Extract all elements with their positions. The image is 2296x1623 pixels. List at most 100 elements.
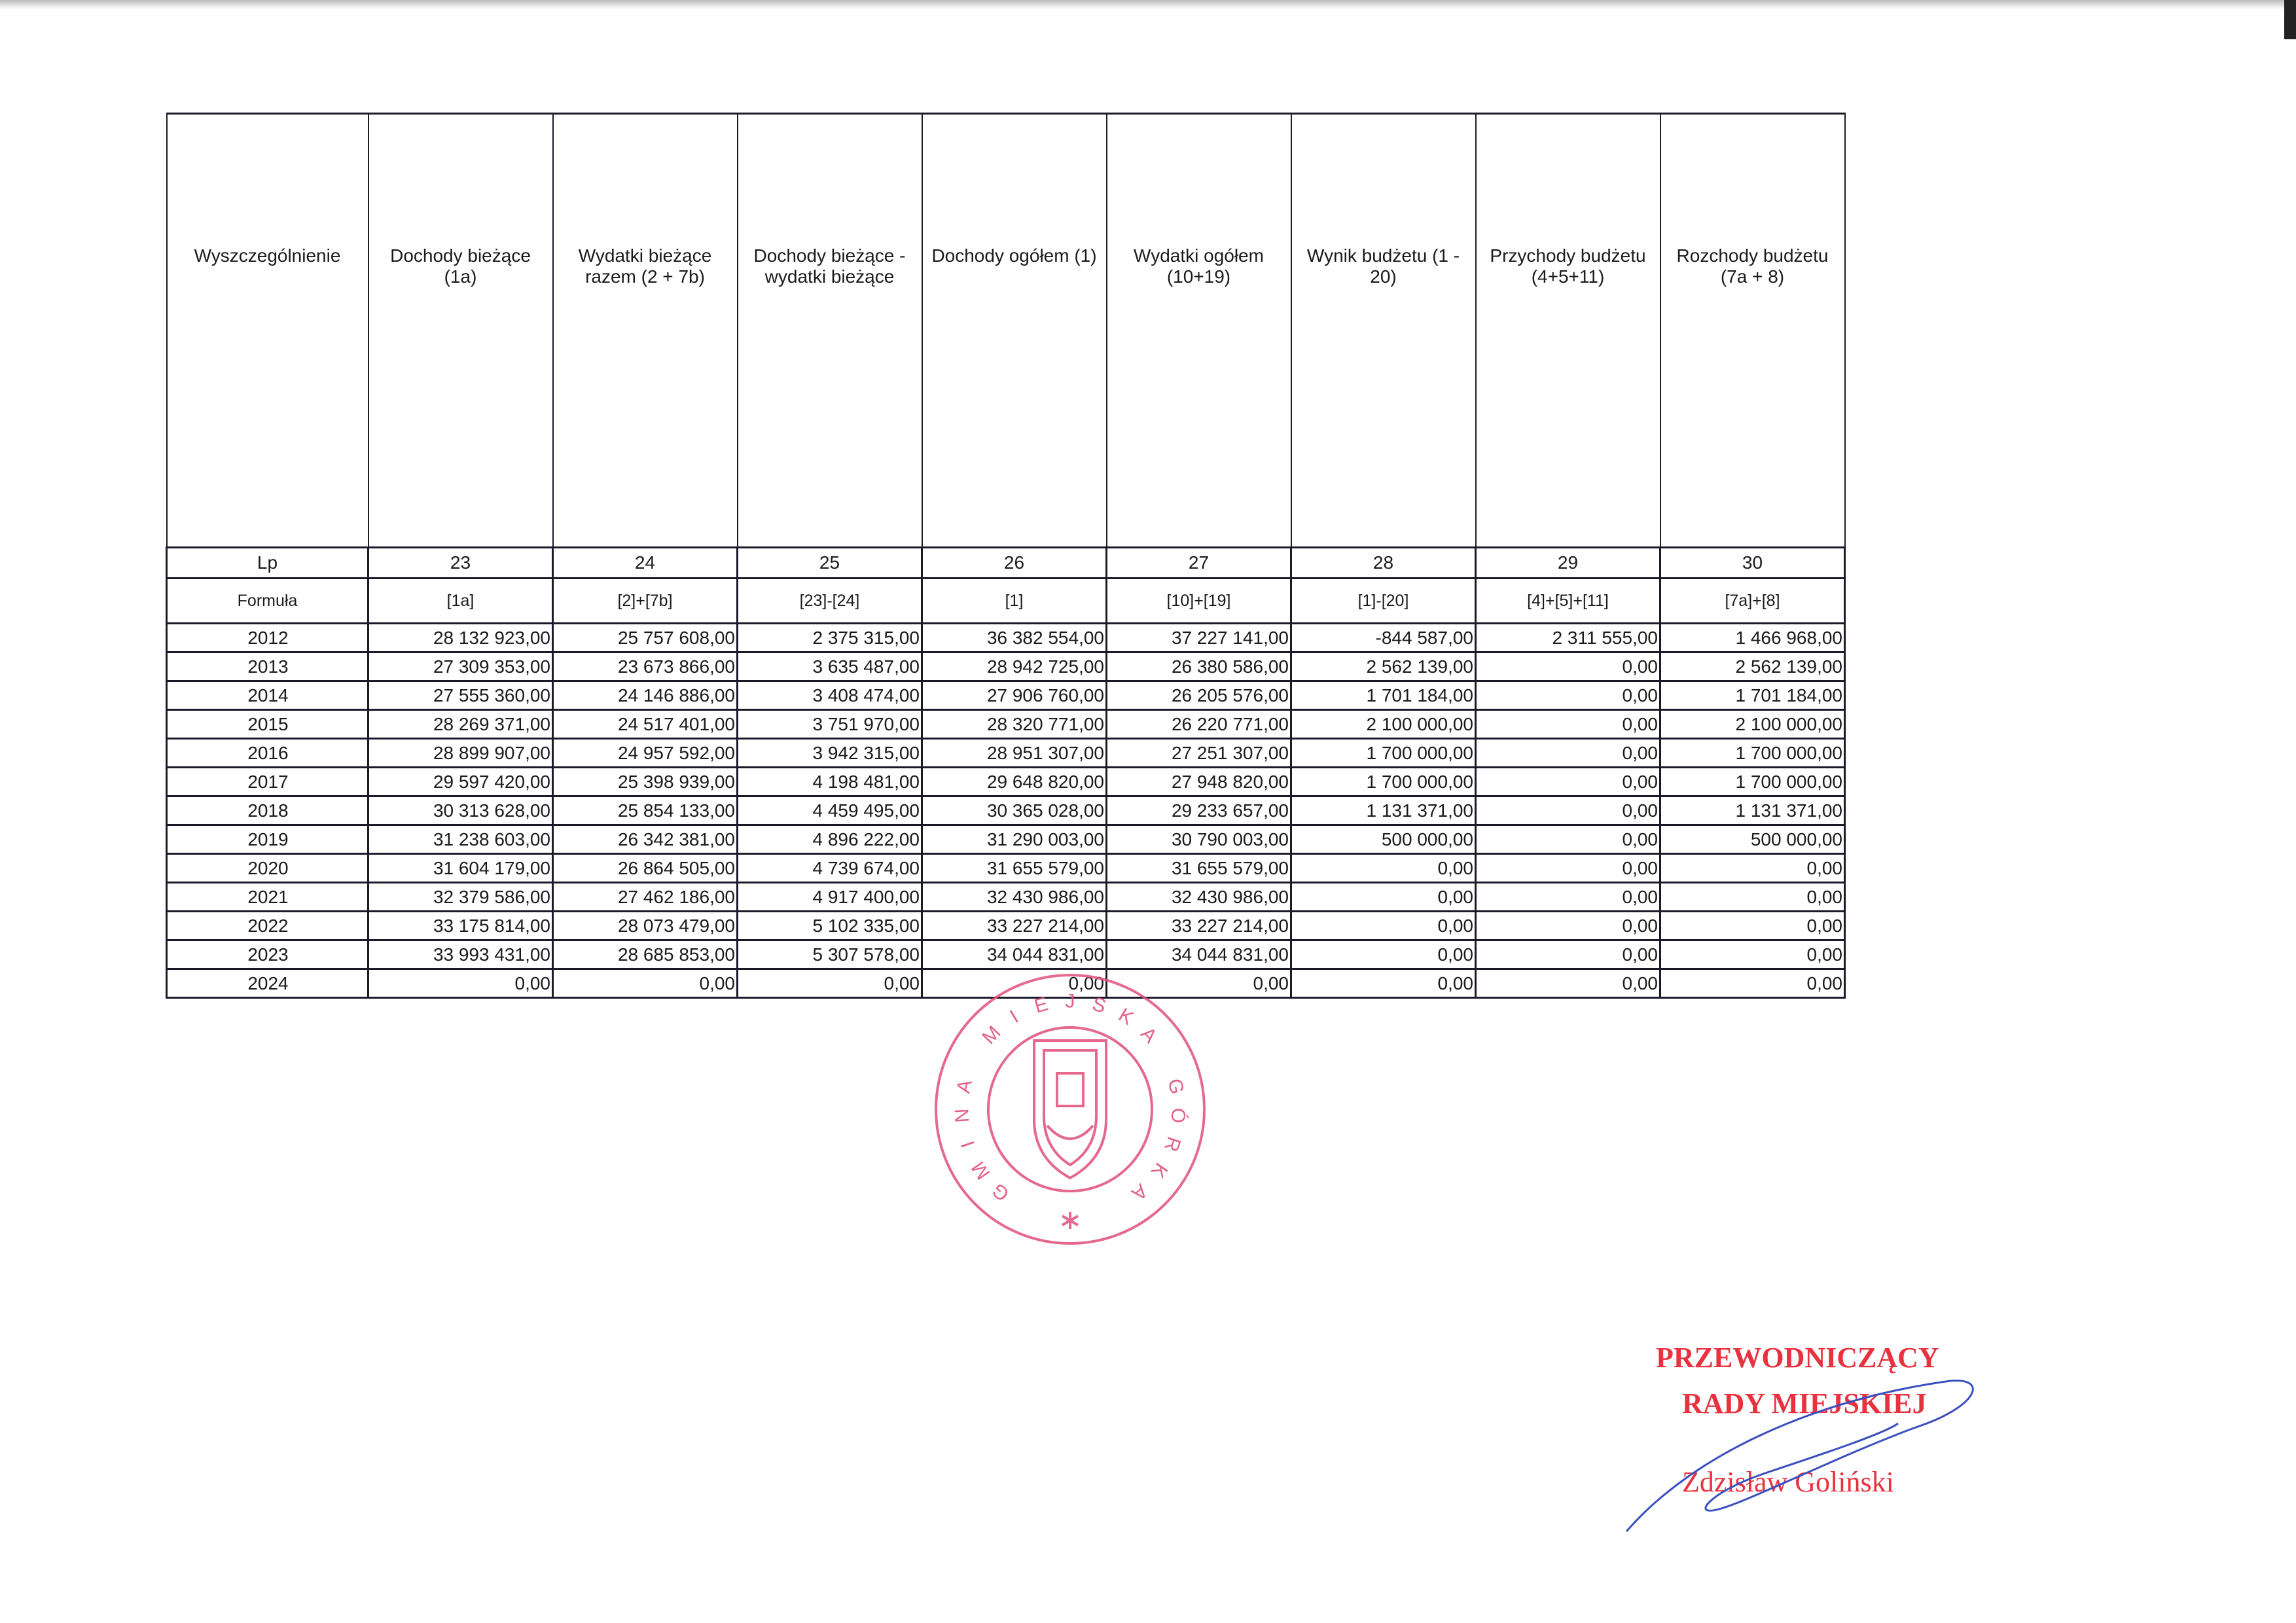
row-label-cell: 2018 — [166, 795, 369, 826]
table-cell: 0,00 — [1290, 939, 1477, 970]
table-cell: Dochody ogółem (1) — [921, 113, 1107, 548]
table-cell: 0,00 — [1659, 968, 1846, 999]
table-cell: 2 100 000,00 — [1290, 709, 1477, 740]
table-cell: 28 951 307,00 — [921, 738, 1107, 768]
table-cell: 2 375 315,00 — [736, 622, 923, 653]
row-label-cell: 2012 — [166, 622, 369, 653]
row-label-cell: 2019 — [166, 824, 369, 855]
table-cell: 2 562 139,00 — [1290, 651, 1477, 682]
row-label-cell: 2016 — [166, 738, 369, 768]
stamp-letter: J — [1066, 991, 1075, 1012]
table-cell: 1 700 000,00 — [1290, 738, 1477, 768]
table-cell: 0,00 — [1475, 709, 1661, 740]
table-cell: 29 648 820,00 — [921, 766, 1107, 797]
table-cell: 36 382 554,00 — [921, 622, 1107, 653]
table-cell: 24 957 592,00 — [552, 738, 738, 768]
table-cell: 0,00 — [1475, 882, 1661, 912]
table-row: 2023 33 993 431,00 28 685 853,00 5 307 578,… — [166, 939, 1846, 970]
table-cell: 0,00 — [1475, 824, 1661, 855]
table-cell: 0,00 — [1290, 853, 1477, 883]
stamp-letter: K — [1115, 1004, 1137, 1029]
stamp-letter: S — [1090, 993, 1108, 1017]
table-cell: 0,00 — [1290, 910, 1477, 941]
table-cell: Wydatki bieżące razem (2 + 7b) — [552, 113, 738, 548]
table-cell: 30 313 628,00 — [367, 795, 554, 826]
table-cell: 33 227 214,00 — [1105, 910, 1292, 941]
table-cell: Rozchody budżetu (7a + 8) — [1659, 113, 1846, 548]
table-cell: 29 — [1475, 546, 1661, 579]
header-row: Wyszczególnienie Dochody bieżące (1a) Wyda… — [166, 113, 1846, 548]
table-cell: 31 655 579,00 — [1105, 853, 1292, 883]
table-cell: 26 205 576,00 — [1105, 680, 1292, 711]
table-cell: 0,00 — [1475, 939, 1661, 970]
table-cell: 28 685 853,00 — [552, 939, 738, 970]
table-cell: 4 459 495,00 — [736, 795, 923, 826]
table-cell: 25 398 939,00 — [552, 766, 738, 797]
stamp-letter: N — [951, 1108, 973, 1124]
table-cell: 28 899 907,00 — [367, 738, 554, 768]
table-row: 2018 30 313 628,00 25 854 133,00 4 459 495,… — [166, 795, 1846, 826]
table-row: 2020 31 604 179,00 26 864 505,00 4 739 674,… — [166, 853, 1846, 883]
table-cell: 500 000,00 — [1290, 824, 1477, 855]
table-cell: 4 917 400,00 — [736, 882, 923, 912]
table-row: 2015 28 269 371,00 24 517 401,00 3 751 970,… — [166, 709, 1846, 740]
table-cell: 0,00 — [1475, 766, 1661, 797]
table-cell: 26 220 771,00 — [1105, 709, 1292, 740]
stamp-letter: G — [1164, 1077, 1188, 1096]
table-cell: -844 587,00 — [1290, 622, 1477, 653]
table-cell: [7a]+[8] — [1659, 577, 1846, 624]
table-cell: 1 131 371,00 — [1290, 795, 1477, 826]
table-row: 2022 33 175 814,00 28 073 479,00 5 102 335,… — [166, 910, 1846, 941]
table-cell: 37 227 141,00 — [1105, 622, 1292, 653]
table-cell: 2 311 555,00 — [1475, 622, 1661, 653]
table-cell: 5 307 578,00 — [736, 939, 923, 970]
table-cell: 3 751 970,00 — [736, 709, 923, 740]
table-cell: 1 466 968,00 — [1659, 622, 1846, 653]
row-label-cell: 2013 — [166, 651, 369, 682]
table-cell: 0,00 — [1475, 968, 1661, 999]
row-label-cell: 2017 — [166, 766, 369, 797]
table-cell: 24 — [552, 546, 738, 579]
table-cell: 28 132 923,00 — [367, 622, 554, 653]
table-cell: 0,00 — [1659, 939, 1846, 970]
table-cell: 29 597 420,00 — [367, 766, 554, 797]
table-cell: 1 701 184,00 — [1659, 680, 1846, 711]
table-cell: 4 198 481,00 — [736, 766, 923, 797]
table-row: 2016 28 899 907,00 24 957 592,00 3 942 315,… — [166, 738, 1846, 768]
table-cell: 1 700 000,00 — [1290, 766, 1477, 797]
table-cell: 2 100 000,00 — [1659, 709, 1846, 740]
table-cell: [23]-[24] — [736, 577, 923, 624]
table-cell: 30 790 003,00 — [1105, 824, 1292, 855]
table-cell: 31 238 603,00 — [367, 824, 554, 855]
table-cell: 0,00 — [552, 968, 738, 999]
table-cell: 28 073 479,00 — [552, 910, 738, 941]
stamp-inner-ring — [987, 1026, 1153, 1192]
stamp-letter: E — [1032, 993, 1050, 1017]
stamp-letter: M — [967, 1158, 994, 1183]
table-cell: 23 — [367, 546, 554, 579]
table-row: 2017 29 597 420,00 25 398 939,00 4 198 481,… — [166, 766, 1846, 797]
table-cell: 0,00 — [736, 968, 923, 999]
lp-row: Lp 23 24 25 26 27 28 29 30 — [166, 546, 1846, 579]
table-cell: 4 896 222,00 — [736, 824, 923, 855]
table-cell: 33 993 431,00 — [367, 939, 554, 970]
stamp-letter: G — [988, 1179, 1013, 1205]
table-cell: 25 — [736, 546, 923, 579]
stamp-letter: A — [1136, 1023, 1161, 1047]
table-cell: Dochody bieżące - wydatki bieżące — [736, 113, 923, 548]
table-cell: 5 102 335,00 — [736, 910, 923, 941]
table-cell: 0,00 — [1659, 882, 1846, 912]
table-row: 2021 32 379 586,00 27 462 186,00 4 917 400,… — [166, 882, 1846, 912]
table-cell: [10]+[19] — [1105, 577, 1292, 624]
table-cell: 34 044 831,00 — [1105, 939, 1292, 970]
table-cell: 26 380 586,00 — [1105, 651, 1292, 682]
table-cell: 3 408 474,00 — [736, 680, 923, 711]
table-cell: 27 906 760,00 — [921, 680, 1107, 711]
stamp-letter: I — [1007, 1006, 1022, 1027]
stamp-letter: I — [957, 1138, 979, 1150]
table-cell: 0,00 — [1290, 968, 1477, 999]
stamp-letter: K — [1147, 1159, 1172, 1182]
table-cell: 1 700 000,00 — [1659, 738, 1846, 768]
